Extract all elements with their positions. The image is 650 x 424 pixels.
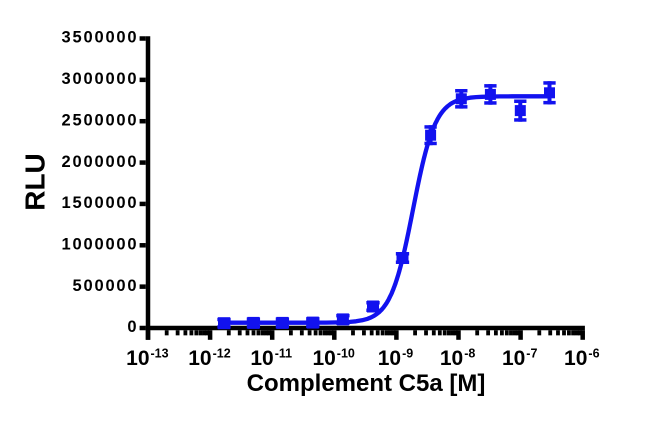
svg-text:3500000: 3500000 — [62, 29, 139, 47]
svg-text:1500000: 1500000 — [62, 194, 139, 212]
svg-text:2000000: 2000000 — [62, 153, 139, 171]
svg-text:500000: 500000 — [73, 277, 139, 295]
svg-text:0: 0 — [127, 318, 138, 336]
svg-text:1000000: 1000000 — [62, 235, 139, 253]
svg-text:2500000: 2500000 — [62, 111, 139, 129]
svg-text:Complement C5a [M]: Complement C5a [M] — [247, 370, 486, 397]
svg-text:RLU: RLU — [20, 153, 51, 211]
svg-text:3000000: 3000000 — [62, 70, 139, 88]
